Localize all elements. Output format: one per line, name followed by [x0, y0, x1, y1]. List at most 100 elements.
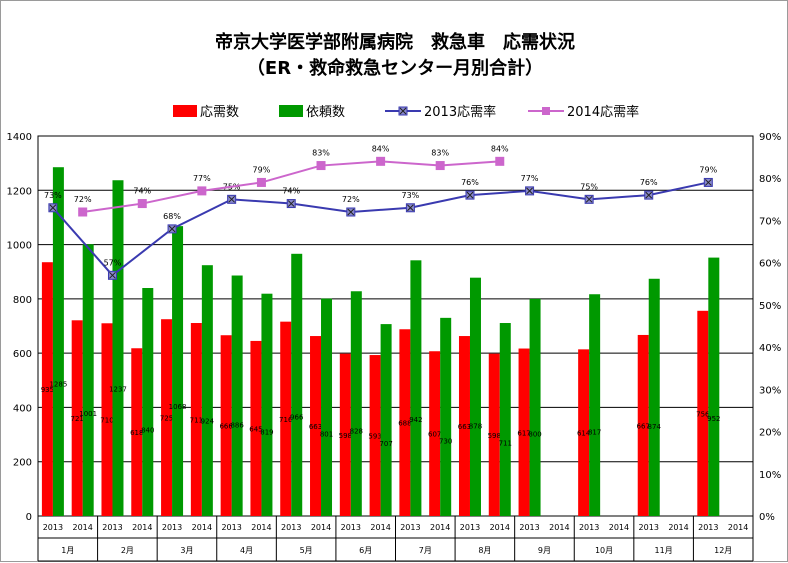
rate-2014-marker: [137, 199, 147, 209]
data-label-request: 817: [588, 429, 601, 437]
data-label-request: 924: [201, 418, 215, 426]
bar-response: [161, 319, 173, 516]
y-tick-label: 1400: [7, 132, 32, 143]
rate-2014-marker: [316, 161, 326, 171]
data-label-request: 819: [260, 429, 273, 437]
data-label-response: 716: [279, 416, 293, 424]
chart-subtitle: （ER・救命救急センター月別合計）: [246, 58, 544, 79]
rate-2013-marker-x: [347, 208, 355, 216]
data-label-request: 1001: [79, 410, 97, 418]
bar-request: [410, 260, 422, 516]
y2-tick-label: 70%: [759, 216, 781, 227]
bar-response: [250, 340, 262, 516]
data-label-response: 663: [309, 423, 322, 431]
data-label-request: 840: [141, 426, 154, 434]
rate-2013-label: 72%: [342, 195, 360, 204]
x-tick-year: 2013: [639, 523, 659, 532]
x-tick-year: 2013: [460, 523, 480, 532]
x-tick-year: 2014: [251, 523, 271, 532]
rate-2013-marker-x: [228, 195, 235, 203]
x-tick-year: 2013: [281, 523, 301, 532]
bar-response: [339, 353, 351, 516]
data-label-response: 935: [41, 386, 54, 394]
data-label-response: 645: [249, 425, 262, 433]
rate-2014-marker: [256, 177, 266, 187]
bar-request: [648, 278, 660, 516]
x-tick-year: 2014: [311, 523, 331, 532]
rate-2013-marker-x: [526, 187, 533, 195]
x-tick-month: 1月: [61, 546, 74, 555]
rate-2014-label: 83%: [312, 149, 330, 158]
data-label-response: 688: [398, 420, 411, 428]
bar-request: [440, 317, 452, 516]
rate-2013-marker-x: [704, 179, 712, 186]
x-tick-year: 2014: [549, 523, 569, 532]
y-tick-label: 0: [26, 512, 32, 523]
x-tick-year: 2014: [728, 523, 748, 532]
x-tick-year: 2014: [370, 523, 390, 532]
data-label-request: 1237: [109, 385, 127, 393]
data-label-request: 1068: [169, 403, 187, 411]
legend-marker-2013-x: [399, 107, 407, 115]
y2-tick-label: 40%: [759, 343, 781, 354]
y-tick-label: 1200: [7, 186, 32, 197]
rate-2014-label: 84%: [491, 144, 509, 153]
data-label-response: 593: [368, 433, 381, 441]
bar-request: [589, 294, 601, 516]
rate-2013-label: 74%: [282, 187, 300, 196]
data-label-request: 801: [320, 430, 333, 438]
y-tick-label: 600: [13, 349, 32, 360]
rate-2013-marker-x: [109, 271, 116, 279]
data-label-response: 614: [577, 430, 591, 438]
y2-tick-label: 90%: [759, 132, 781, 143]
x-tick-year: 2013: [341, 523, 361, 532]
bar-response: [369, 355, 381, 516]
data-label-response: 618: [130, 429, 143, 437]
data-label-request: 800: [528, 430, 541, 438]
rate-2014-marker: [376, 156, 386, 166]
rate-2014-label: 79%: [253, 165, 271, 174]
rate-2013-marker-x: [645, 191, 653, 199]
rate-2013-label: 57%: [104, 258, 122, 267]
x-tick-year: 2013: [162, 523, 182, 532]
data-label-request: 886: [230, 422, 244, 430]
bar-request: [380, 324, 392, 516]
x-tick-month: 11月: [655, 546, 673, 555]
data-label-request: 942: [409, 416, 422, 424]
bar-request: [529, 298, 541, 516]
data-label-response: 598: [339, 432, 352, 440]
bar-request: [52, 167, 64, 516]
data-label-response: 663: [458, 423, 471, 431]
y2-tick-label: 0%: [759, 512, 775, 523]
x-tick-month: 7月: [419, 546, 432, 555]
bar-request: [82, 244, 94, 517]
rate-2013-label: 68%: [163, 212, 181, 221]
legend-swatch-response: [173, 105, 197, 117]
data-label-response: 710: [100, 417, 113, 425]
rate-2013-label: 73%: [402, 191, 420, 200]
x-tick-year: 2014: [668, 523, 688, 532]
y2-tick-label: 20%: [759, 428, 781, 439]
x-tick-month: 2月: [121, 546, 134, 555]
data-label-request: 730: [439, 438, 452, 446]
rate-2014-marker: [78, 207, 88, 217]
x-tick-month: 9月: [538, 546, 551, 555]
data-label-request: 952: [707, 415, 720, 423]
rate-2014-label: 77%: [193, 174, 211, 183]
bar-response: [399, 329, 411, 516]
bar-request: [291, 253, 303, 517]
data-label-request: 878: [469, 422, 482, 430]
x-tick-month: 4月: [240, 546, 253, 555]
y2-tick-label: 10%: [759, 470, 781, 481]
data-label-response: 607: [428, 431, 441, 439]
legend-label-request: 依頼数: [306, 105, 345, 120]
x-tick-year: 2014: [430, 523, 450, 532]
bar-response: [131, 348, 143, 516]
rate-2013-marker-x: [466, 191, 474, 199]
x-tick-year: 2013: [221, 523, 241, 532]
rate-2013-marker-x: [407, 204, 414, 212]
bar-request: [321, 298, 333, 516]
rate-2013-marker-x: [287, 200, 295, 207]
bar-response: [637, 334, 649, 516]
y-tick-label: 200: [13, 458, 32, 469]
